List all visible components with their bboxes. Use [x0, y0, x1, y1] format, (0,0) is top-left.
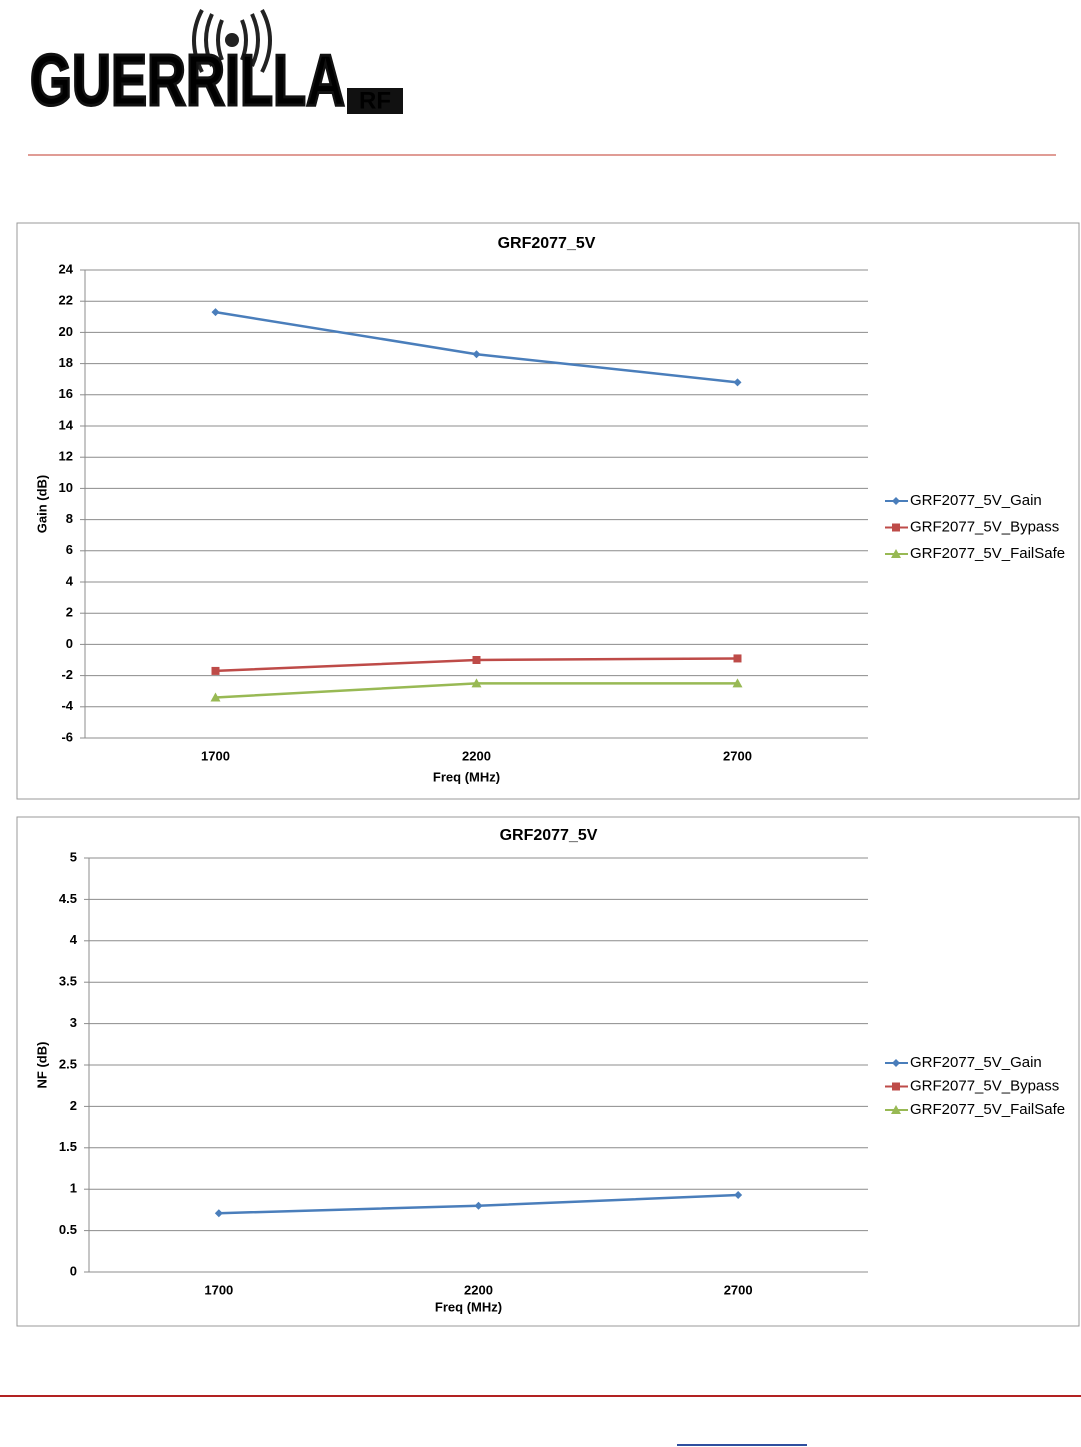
- logo-box: [347, 88, 403, 114]
- marker-diamond: [214, 1209, 223, 1218]
- antenna-tip: [225, 33, 239, 47]
- marker-square: [211, 666, 220, 675]
- x-axis-title: Freq (MHz): [435, 1299, 502, 1314]
- y-tick-label: 6: [66, 542, 73, 557]
- y-tick-label: -6: [61, 729, 73, 744]
- legend-label: GRF2077_5V_Bypass: [910, 518, 1059, 535]
- y-tick-label: -4: [61, 698, 73, 713]
- marker-triangle: [732, 678, 743, 688]
- legend-label: GRF2077_5V_FailSafe: [910, 1101, 1065, 1118]
- marker-triangle: [471, 678, 482, 688]
- y-axis-title: Gain (dB): [34, 475, 49, 534]
- y-tick-label: 18: [59, 355, 73, 370]
- marker-square: [733, 654, 742, 663]
- y-tick-label: 5: [70, 849, 77, 864]
- marker-diamond: [892, 497, 900, 505]
- legend-label: GRF2077_5V_Bypass: [910, 1077, 1059, 1094]
- marker-diamond: [733, 378, 742, 387]
- x-tick-label: 2700: [724, 1282, 753, 1297]
- marker-diamond: [211, 308, 220, 317]
- y-tick-label: -2: [61, 667, 73, 682]
- chart-frame: [16, 222, 1080, 800]
- marker-square: [472, 656, 481, 664]
- marker-triangle: [210, 692, 221, 702]
- y-tick-label: 10: [59, 480, 73, 495]
- y-tick-label: 14: [59, 417, 74, 432]
- antenna-waves: [192, 9, 272, 73]
- legend-label: GRF2077_5V_FailSafe: [910, 545, 1065, 562]
- y-tick-label: 4: [70, 932, 78, 947]
- chart-title: GRF2077_5V: [498, 235, 596, 252]
- y-tick-label: 20: [59, 324, 73, 339]
- marker-square: [892, 523, 900, 532]
- y-tick-label: 3: [70, 1015, 77, 1030]
- x-tick-label: 2200: [464, 1282, 493, 1297]
- legend-label: GRF2077_5V_Gain: [910, 492, 1042, 509]
- y-tick-label: 0.5: [59, 1222, 77, 1237]
- x-axis-title: Freq (MHz): [433, 769, 500, 784]
- logo-suffix: RF: [359, 87, 391, 114]
- y-tick-label: 1.5: [59, 1139, 77, 1154]
- y-tick-label: 1: [70, 1181, 77, 1196]
- chart-frame: [16, 816, 1080, 1327]
- y-tick-label: 2: [70, 1098, 77, 1113]
- y-tick-label: 22: [59, 293, 73, 308]
- marker-square: [892, 1082, 900, 1091]
- y-tick-label: 24: [59, 261, 74, 276]
- y-tick-label: 3.5: [59, 974, 77, 989]
- y-tick-label: 0: [66, 636, 73, 651]
- y-tick-label: 2: [66, 605, 73, 620]
- marker-diamond: [474, 1201, 483, 1210]
- y-tick-label: 2.5: [59, 1056, 77, 1071]
- marker-diamond: [734, 1190, 743, 1199]
- y-axis-title: NF (dB): [34, 1042, 49, 1089]
- y-tick-label: 8: [66, 511, 73, 526]
- logo-name: GUERRILLA: [30, 41, 345, 121]
- logo: GUERRILLA RF: [29, 9, 403, 123]
- y-tick-label: 0: [70, 1263, 77, 1278]
- x-tick-label: 1700: [201, 748, 230, 763]
- marker-triangle: [891, 1105, 901, 1114]
- y-tick-label: 12: [59, 449, 73, 464]
- y-tick-label: 4.5: [59, 891, 77, 906]
- x-tick-label: 2700: [723, 748, 752, 763]
- x-tick-label: 1700: [204, 1282, 233, 1297]
- marker-diamond: [892, 1059, 900, 1067]
- x-tick-label: 2200: [462, 748, 491, 763]
- y-tick-label: 4: [66, 573, 74, 588]
- y-tick-label: 16: [59, 386, 73, 401]
- marker-diamond: [472, 350, 481, 359]
- chart-title: GRF2077_5V: [500, 827, 598, 844]
- marker-triangle: [891, 549, 901, 558]
- legend-label: GRF2077_5V_Gain: [910, 1054, 1042, 1071]
